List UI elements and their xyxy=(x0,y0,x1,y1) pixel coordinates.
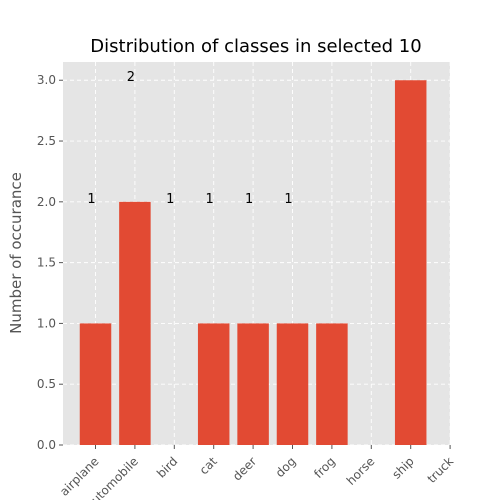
bar-annotation: 1 xyxy=(166,192,174,207)
bar-cat xyxy=(197,323,230,445)
bar-annotation: 2 xyxy=(127,70,135,85)
y-tick-label: 2.5 xyxy=(37,134,56,148)
bar-annotation: 1 xyxy=(206,192,214,207)
x-tick-label-dog: dog xyxy=(273,454,299,480)
y-tick-label: 1.0 xyxy=(37,316,56,330)
y-axis-ticks: 0.0 0.5 1.0 1.5 2.0 2.5 3.0 xyxy=(37,73,63,452)
x-tick-label-ship: ship xyxy=(389,454,416,481)
x-tick-label-frog: frog xyxy=(311,454,338,481)
y-tick-label: 3.0 xyxy=(37,73,56,87)
x-tick-label-bird: bird xyxy=(154,454,180,480)
y-axis-label: Number of occurance xyxy=(7,172,25,334)
bar-annotation: 1 xyxy=(87,192,95,207)
bar-automobile xyxy=(119,201,151,445)
bar-ship xyxy=(394,80,427,445)
annotations: 1 2 1 1 1 1 xyxy=(87,70,292,207)
y-tick-label: 1.5 xyxy=(37,256,56,270)
y-tick-label: 2.0 xyxy=(37,195,56,209)
bars xyxy=(79,80,427,445)
y-tick-label: 0.5 xyxy=(37,377,56,391)
x-tick-label-deer: deer xyxy=(230,454,259,483)
bar-airplane xyxy=(79,323,112,445)
bar-dog xyxy=(276,323,309,445)
x-tick-label-cat: cat xyxy=(197,454,220,477)
x-tick-label-truck: truck xyxy=(425,454,457,486)
bar-frog xyxy=(316,323,348,445)
x-tick-label-horse: horse xyxy=(344,454,378,488)
bar-annotation: 1 xyxy=(284,192,292,207)
bar-annotation: 1 xyxy=(245,192,253,207)
y-tick-label: 0.0 xyxy=(37,438,56,452)
bar-deer xyxy=(237,323,269,445)
chart-title: Distribution of classes in selected 10 xyxy=(90,36,421,57)
